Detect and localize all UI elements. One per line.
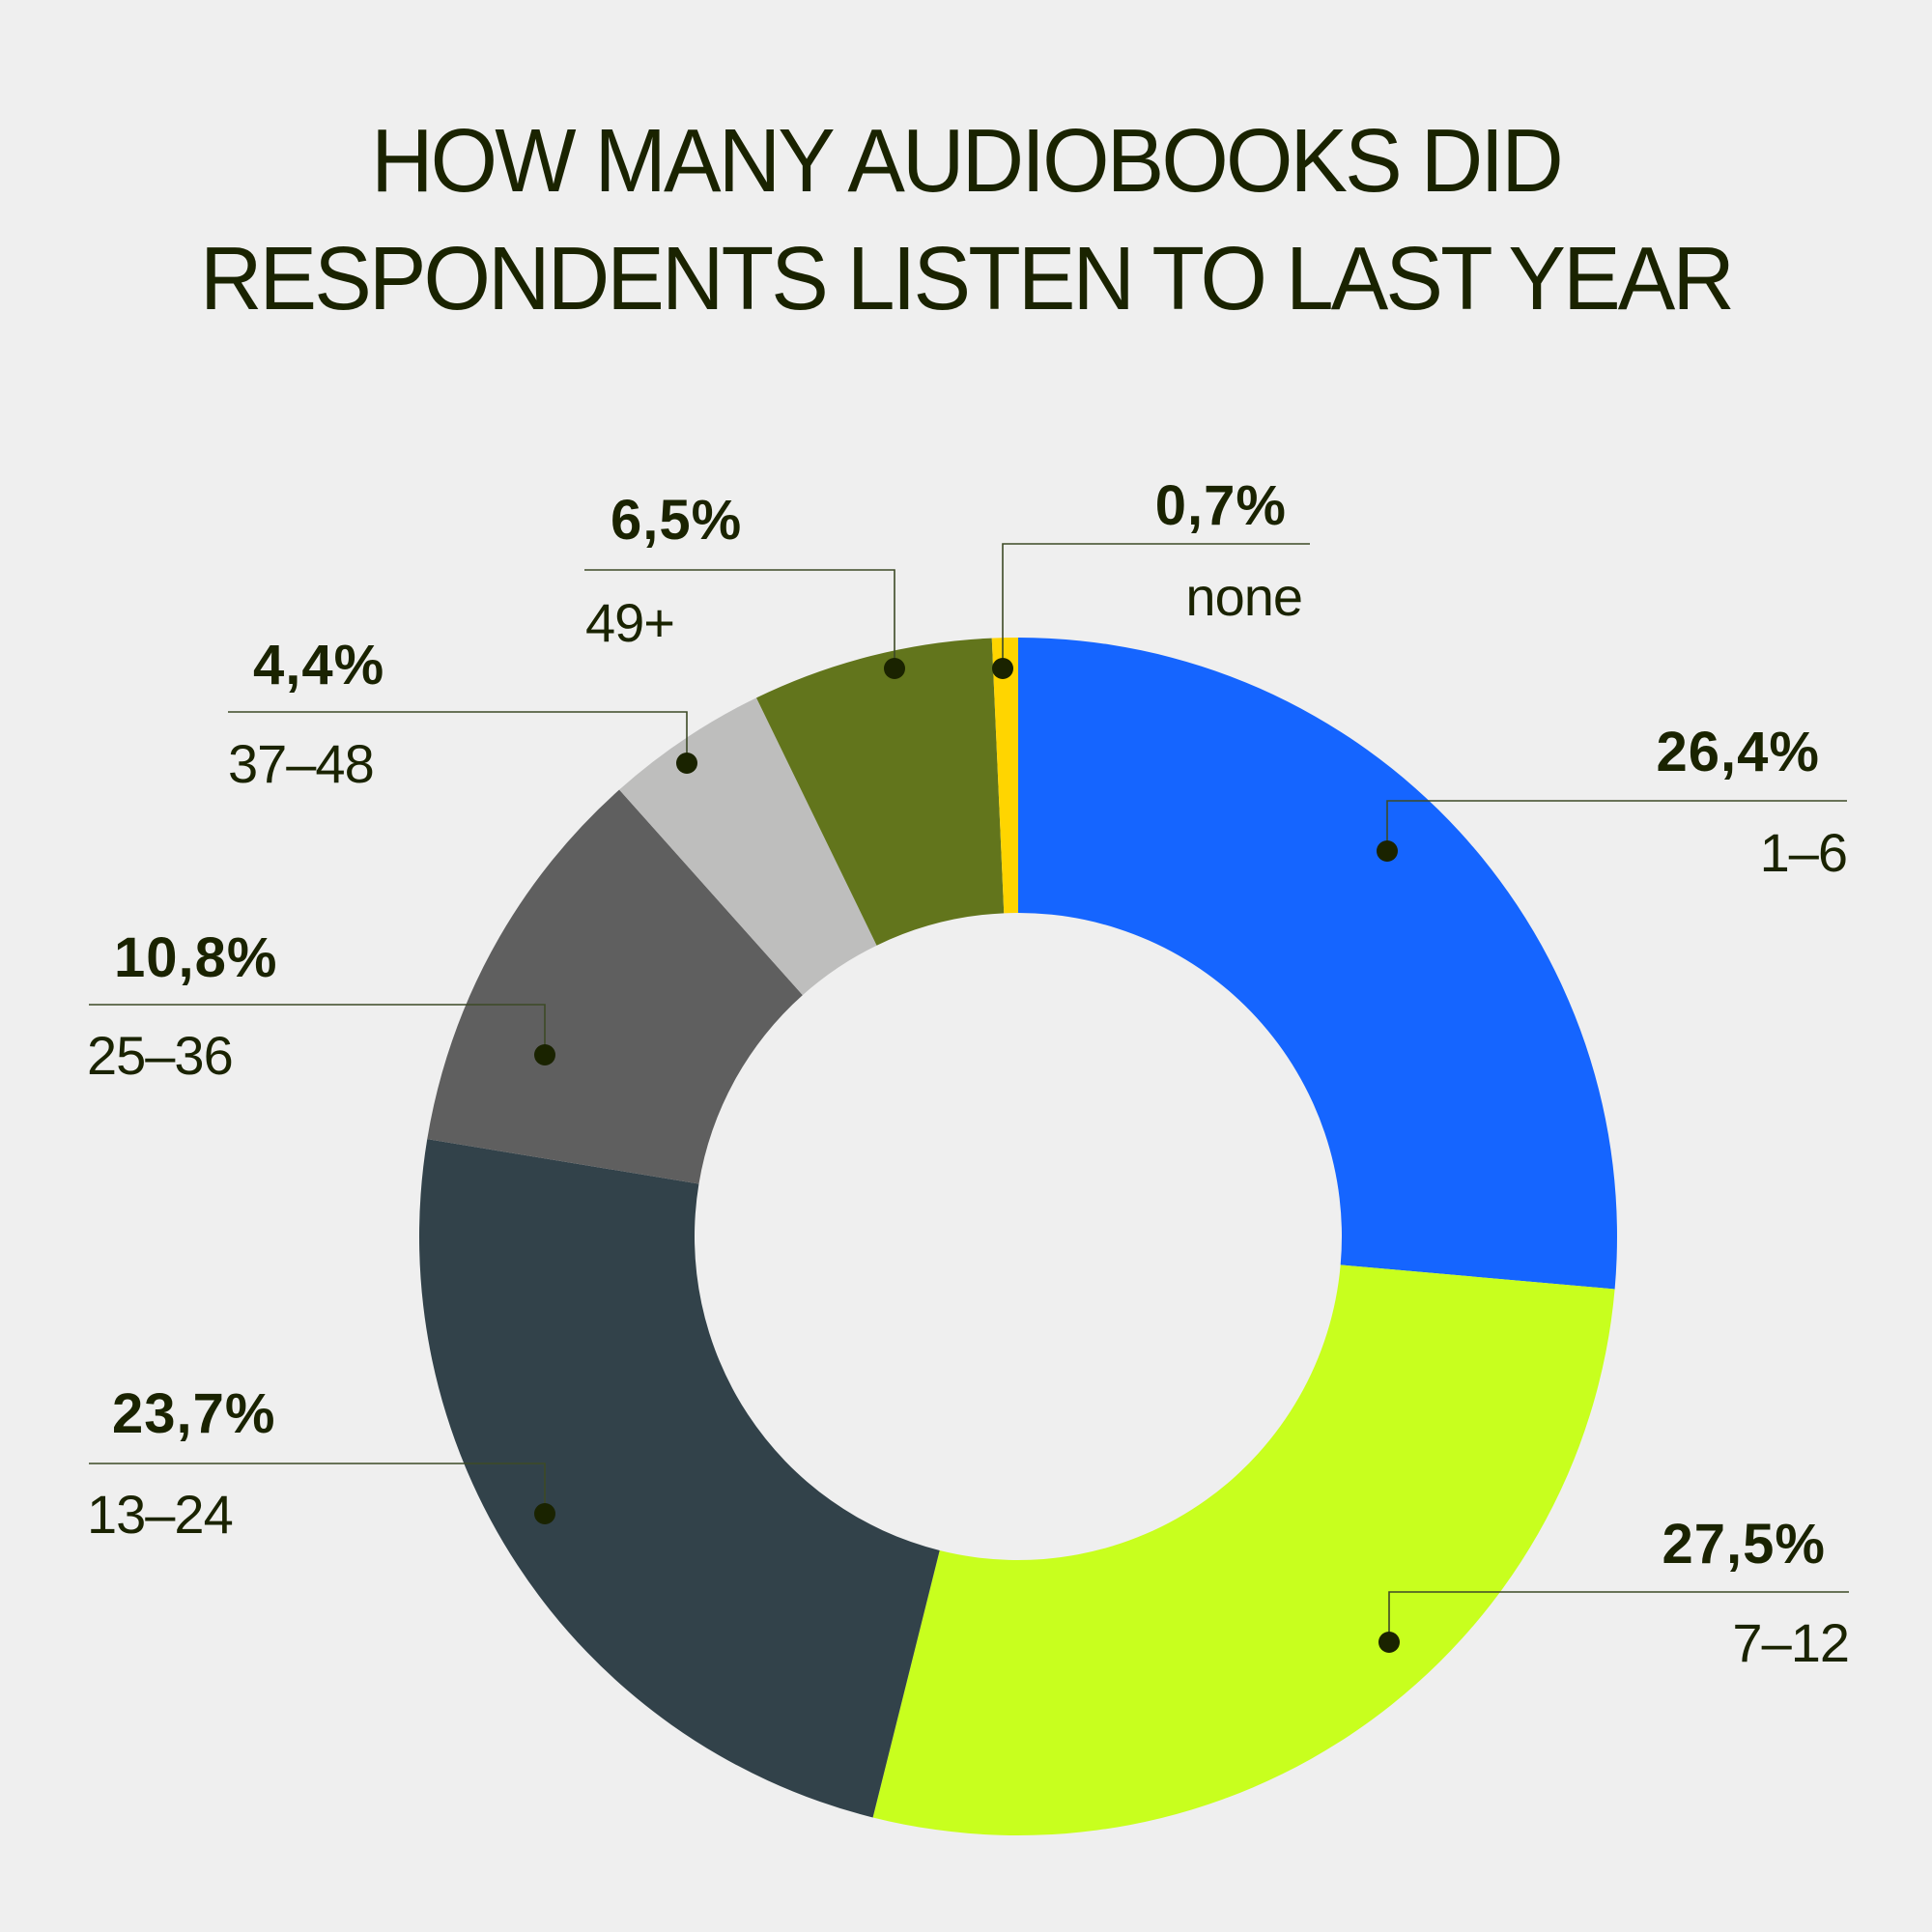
leader-line <box>89 1004 546 1055</box>
label-49plus-category: 49+ <box>585 592 675 653</box>
label-none-category: none <box>1185 566 1303 627</box>
label-25-36-category: 25–36 <box>87 1025 234 1086</box>
label-13-24-percent: 23,7% <box>112 1382 276 1445</box>
leader-dot <box>884 658 905 679</box>
chart-title-line-1: HOW MANY AUDIOBOOKS DID <box>371 110 1564 211</box>
leader-line <box>1388 1591 1849 1642</box>
donut-slice-13-24 <box>419 1139 940 1818</box>
donut-slice-1-6 <box>1018 638 1617 1290</box>
label-1-6-category: 1–6 <box>1759 822 1848 883</box>
leader-line <box>1386 800 1847 851</box>
donut-slice-49+ <box>755 638 1005 946</box>
donut-slice-25-36 <box>427 789 803 1184</box>
label-37-48-category: 37–48 <box>228 733 375 794</box>
donut-slices <box>419 638 1617 1835</box>
leader-line <box>89 1463 546 1514</box>
leader-line <box>584 569 895 668</box>
label-37-48-percent: 4,4% <box>253 634 385 696</box>
leader-line <box>1002 543 1310 668</box>
donut-slice-7-12 <box>872 1264 1615 1835</box>
label-49plus-percent: 6,5% <box>611 489 743 552</box>
leader-dot <box>1377 840 1398 862</box>
chart-title: HOW MANY AUDIOBOOKS DID RESPONDENTS LIST… <box>39 101 1893 337</box>
label-7-12-percent: 27,5% <box>1662 1513 1826 1576</box>
leader-line <box>228 711 688 763</box>
label-7-12-category: 7–12 <box>1732 1612 1850 1673</box>
chart-title-line-2: RESPONDENTS LISTEN TO LAST YEAR <box>199 228 1735 328</box>
label-1-6-percent: 26,4% <box>1656 721 1820 783</box>
donut-slice-none <box>991 638 1018 914</box>
label-none-percent: 0,7% <box>1154 474 1287 537</box>
label-25-36-percent: 10,8% <box>114 926 278 989</box>
leader-dot <box>1378 1632 1400 1653</box>
callout-leaders <box>89 543 1849 1653</box>
leader-dot <box>676 753 697 774</box>
leader-dot <box>534 1044 555 1065</box>
label-13-24-category: 13–24 <box>87 1484 234 1545</box>
leader-dot <box>992 658 1013 679</box>
leader-dot <box>534 1503 555 1524</box>
